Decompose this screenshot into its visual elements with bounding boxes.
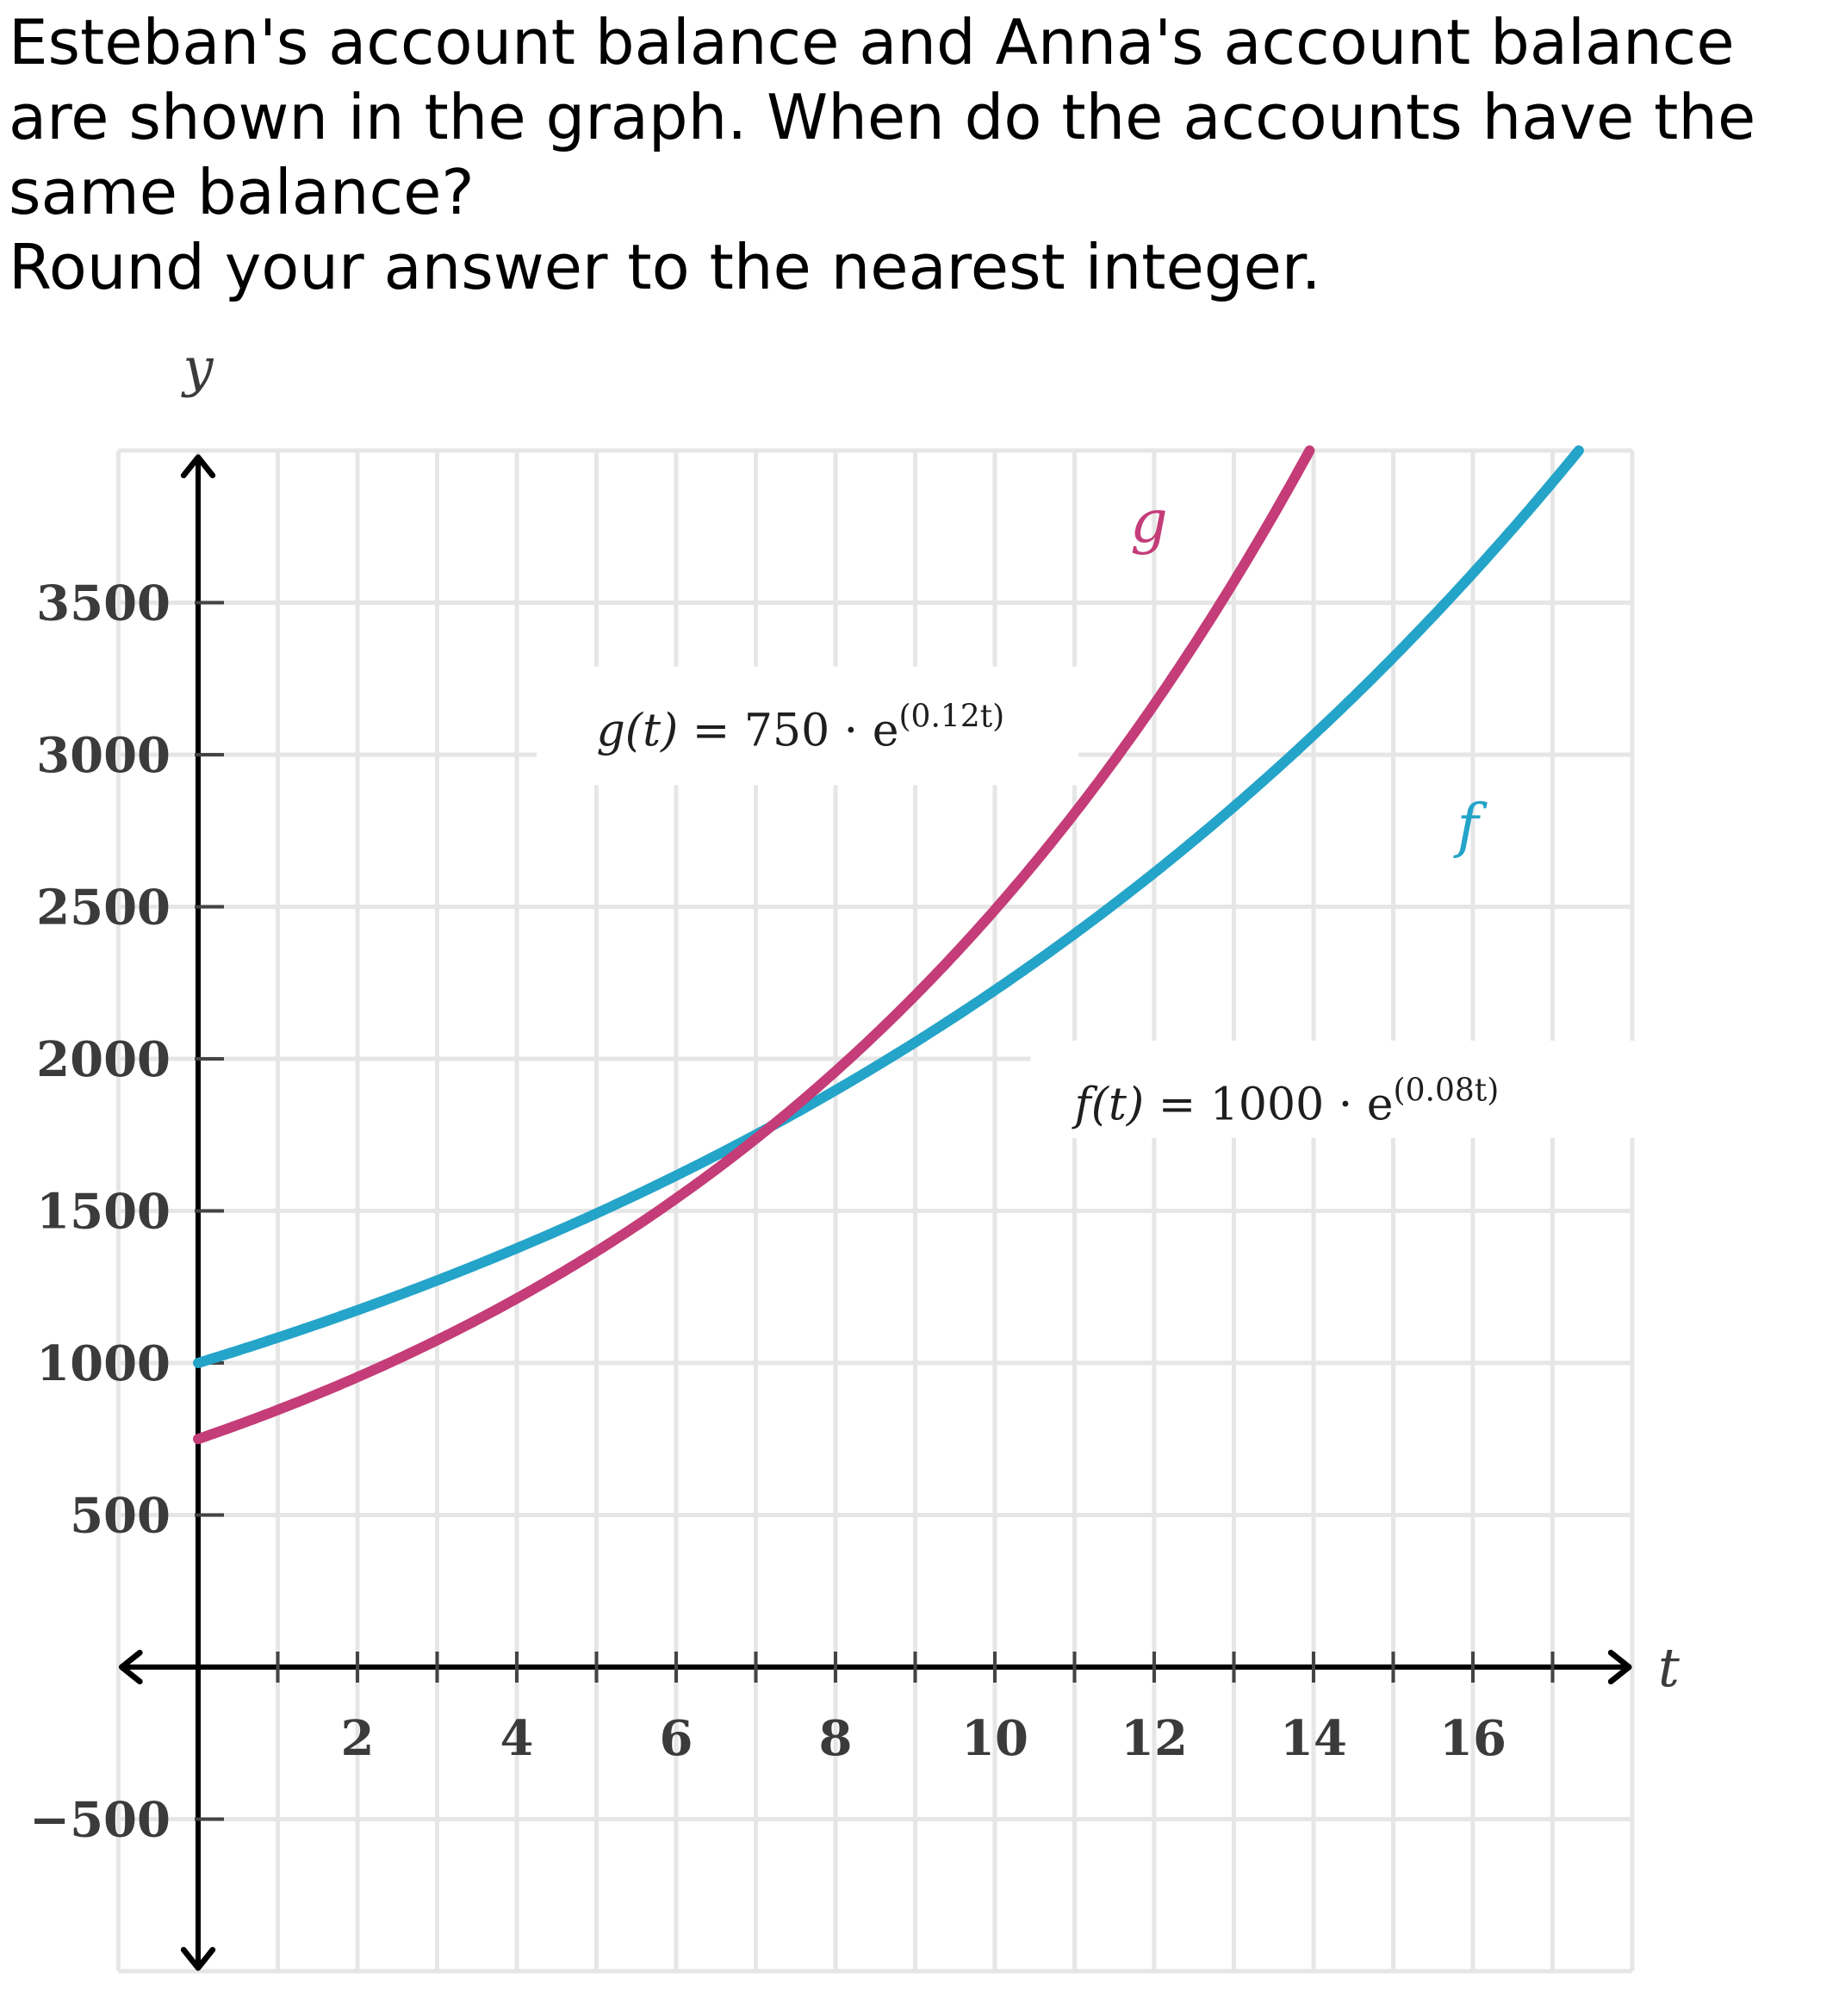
- x-tick-label: 12: [1121, 1710, 1188, 1767]
- question-text: Esteban's account balance and Anna's acc…: [9, 5, 1839, 305]
- curve-f: [193, 445, 1584, 1368]
- curves: [193, 445, 1584, 1445]
- x-tick-label: 16: [1439, 1710, 1506, 1767]
- y-tick-label: −500: [29, 1792, 171, 1849]
- x-tick-label: 2: [341, 1710, 375, 1767]
- question-prompt: Esteban's account balance and Anna's acc…: [9, 6, 1756, 228]
- ticks: 2 4 6 8 10 12 14 16 −500 500 1000 1500 2000 2500 3000 3…: [29, 576, 1555, 1849]
- labels: t y f f(t) = 1000 · e(0.08t) g g(t) = 750 · e…: [180, 336, 1685, 1699]
- x-tick-label: 14: [1280, 1710, 1347, 1767]
- x-tick-label: 4: [500, 1710, 534, 1767]
- y-tick-label: 500: [70, 1488, 171, 1545]
- formula-background-f: [1030, 1040, 1685, 1138]
- x-tick-label: 10: [961, 1710, 1028, 1767]
- formula-f: f(t) = 1000 · e(0.08t): [1072, 1073, 1500, 1131]
- x-axis-label: t: [1658, 1636, 1680, 1699]
- y-tick-label: 1500: [36, 1184, 171, 1241]
- y-tick-label: 3500: [36, 576, 171, 632]
- formula-g: g(t) = 750 · e(0.12t): [597, 699, 1005, 756]
- x-tick-label: 8: [819, 1710, 853, 1767]
- curve-g: [193, 445, 1315, 1445]
- curve-label-g: g: [1130, 488, 1168, 557]
- formula-background-g: [537, 666, 1079, 786]
- y-tick-label: 1000: [36, 1335, 171, 1392]
- x-tick-label: 6: [660, 1710, 693, 1767]
- curve-label-f: f: [1453, 793, 1488, 861]
- y-tick-label: 3000: [36, 727, 171, 784]
- question-instruction: Round your answer to the nearest integer…: [9, 231, 1321, 303]
- y-tick-label: 2500: [36, 880, 171, 936]
- y-axis-label: y: [180, 336, 214, 399]
- y-tick-label: 2000: [36, 1031, 171, 1088]
